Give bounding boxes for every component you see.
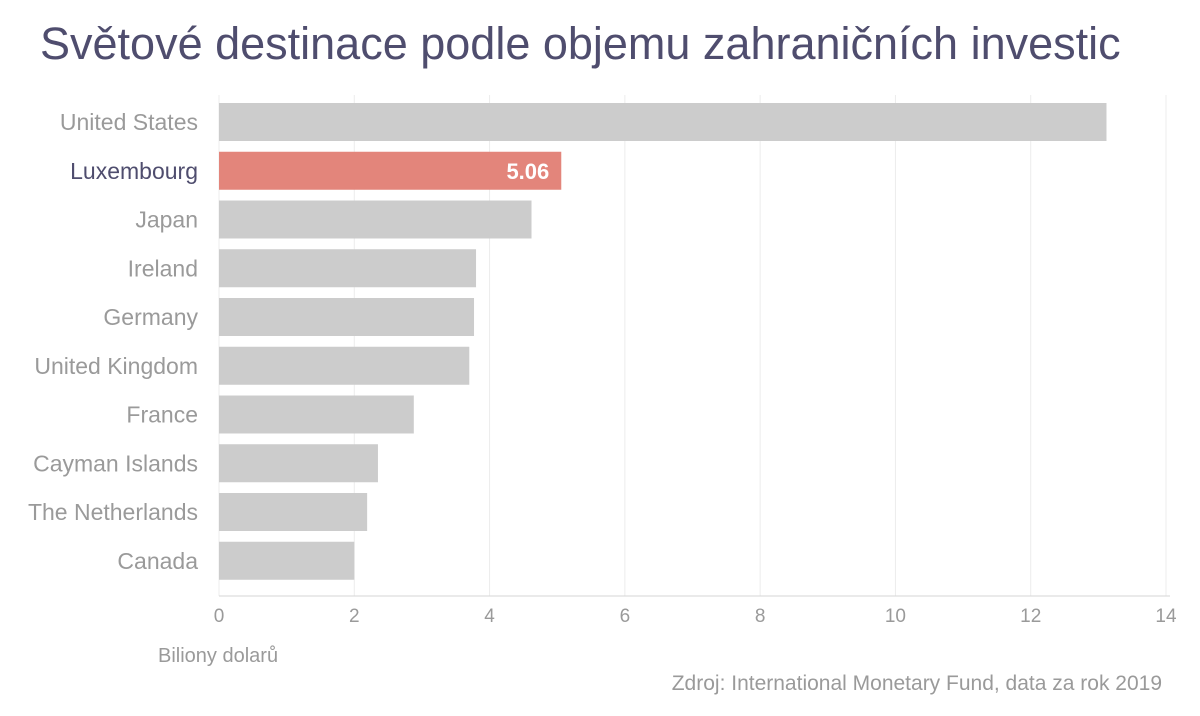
bar-japan [219,200,532,239]
bar-ireland [219,249,477,288]
bar-cayman-islands [219,444,378,483]
category-label-ireland: Ireland [128,255,198,281]
bar-united-kingdom [219,346,470,385]
bar-the-netherlands [219,493,368,531]
category-label-the-netherlands: The Netherlands [28,499,198,525]
x-tick-label-6: 6 [620,606,631,627]
bar-united-states [219,103,1107,141]
value-label-luxembourg: 5.06 [506,159,549,184]
x-tick-label-10: 10 [885,606,906,627]
category-label-germany: Germany [103,304,198,330]
chart-title: Světové destinace podle objemu zahraničn… [40,18,1121,69]
bars [219,103,1107,580]
category-label-luxembourg: Luxembourg [70,158,198,184]
category-label-united-kingdom: United Kingdom [34,353,198,379]
x-tick-label-8: 8 [755,606,766,627]
x-tick-label-0: 0 [214,606,225,627]
category-label-france: France [126,402,198,428]
x-tick-label-4: 4 [484,606,495,627]
x-tick-label-2: 2 [349,606,360,627]
bar-canada [219,541,355,580]
category-label-canada: Canada [117,548,198,574]
x-tick-label-12: 12 [1020,606,1041,627]
x-axis: 0 2 4 6 8 10 12 14 [214,595,1177,627]
category-label-japan: Japan [135,207,198,233]
bar-france [219,395,414,434]
value-labels: 5.06 [506,159,549,184]
x-tick-label-14: 14 [1155,606,1177,627]
source-note: Zdroj: International Monetary Fund, data… [671,672,1162,695]
category-label-united-states: United States [60,109,198,135]
x-axis-label: Biliony dolarů [158,645,278,667]
category-label-cayman-islands: Cayman Islands [33,450,198,476]
category-labels: United States Luxembourg Japan Ireland Germa… [28,109,199,574]
bar-germany [219,298,475,336]
bar-luxembourg [219,151,562,190]
